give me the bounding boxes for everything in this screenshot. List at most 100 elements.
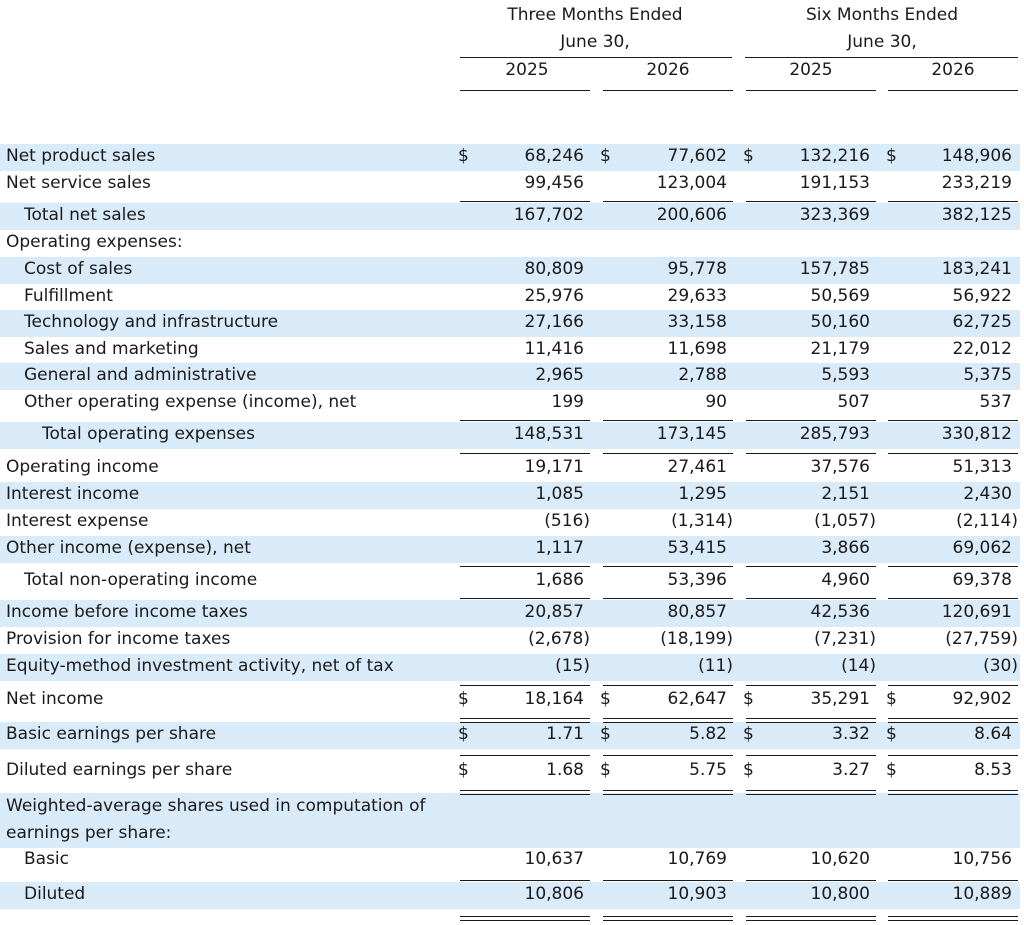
currency-symbol: $ — [458, 724, 469, 744]
header-three-months-line2: June 30, — [560, 32, 630, 52]
line-item-label: Technology and infrastructure — [24, 312, 279, 332]
amount-cell: 11,698 — [667, 339, 727, 359]
amount-cell: 42,536 — [810, 602, 870, 622]
line-item-label: Total non-operating income — [24, 570, 258, 590]
amount-cell: 173,145 — [656, 424, 727, 444]
subtotal-rule — [746, 420, 876, 421]
amount-cell: 3.27 — [832, 760, 870, 780]
header-three-months: Three Months Ended June 30, — [470, 2, 720, 56]
currency-symbol: $ — [600, 760, 611, 780]
amount-cell: 507 — [837, 392, 870, 412]
amount-cell: (30) — [983, 656, 1018, 676]
header-rule-three-months — [460, 57, 732, 58]
total-double-rule — [603, 790, 733, 795]
header-six-months: Six Months Ended June 30, — [757, 2, 1007, 56]
subtotal-rule — [460, 453, 590, 454]
subtotal-rule — [888, 566, 1018, 567]
amount-cell: 382,125 — [941, 205, 1012, 225]
amount-cell: 123,004 — [656, 173, 727, 193]
amount-cell: 323,369 — [799, 205, 870, 225]
amount-cell: 148,531 — [513, 424, 584, 444]
amount-cell: 2,965 — [535, 365, 584, 385]
amount-cell: 1,117 — [535, 538, 584, 558]
amount-cell: (1,314) — [671, 511, 733, 531]
subtotal-rule — [746, 453, 876, 454]
subtotal-rule — [460, 566, 590, 567]
amount-cell: 132,216 — [799, 146, 870, 166]
currency-symbol: $ — [600, 146, 611, 166]
amount-cell: 80,809 — [524, 259, 584, 279]
year-header: 2026 — [646, 60, 690, 80]
header-six-months-line2: June 30, — [847, 32, 917, 52]
amount-cell: 20,857 — [524, 602, 584, 622]
row-highlight — [0, 722, 1020, 749]
line-item-label: Operating income — [6, 457, 159, 477]
line-item-label: General and administrative — [24, 365, 257, 385]
amount-cell: 92,902 — [952, 689, 1012, 709]
row-highlight — [0, 422, 1020, 449]
amount-cell: 167,702 — [513, 205, 584, 225]
currency-symbol: $ — [886, 760, 897, 780]
subtotal-rule — [746, 566, 876, 567]
subtotal-rule — [603, 201, 733, 202]
amount-cell: 90 — [705, 392, 727, 412]
subtotal-rule — [603, 566, 733, 567]
amount-cell: 3.32 — [832, 724, 870, 744]
amount-cell: 8.53 — [974, 760, 1012, 780]
total-double-rule — [746, 718, 876, 723]
amount-cell: (2,114) — [956, 511, 1018, 531]
amount-cell: (14) — [841, 656, 876, 676]
amount-cell: 148,906 — [941, 146, 1012, 166]
amount-cell: 10,637 — [524, 849, 584, 869]
subtotal-rule — [746, 880, 876, 881]
amount-cell: 120,691 — [941, 602, 1012, 622]
line-item-label: Provision for income taxes — [6, 629, 231, 649]
amount-cell: 537 — [979, 392, 1012, 412]
line-item-label: Interest expense — [6, 511, 149, 531]
amount-cell: (27,759) — [945, 629, 1018, 649]
subtotal-rule — [460, 880, 590, 881]
amount-cell: 56,922 — [952, 286, 1012, 306]
total-double-rule — [746, 916, 876, 921]
amount-cell: 5,375 — [963, 365, 1012, 385]
line-item-label: Other income (expense), net — [6, 538, 251, 558]
year-rule — [888, 90, 1018, 91]
amount-cell: (1,057) — [814, 511, 876, 531]
amount-cell: 50,569 — [810, 286, 870, 306]
amount-cell: 10,806 — [524, 884, 584, 904]
currency-symbol: $ — [600, 689, 611, 709]
total-double-rule — [460, 790, 590, 795]
row-highlight — [0, 203, 1020, 230]
eps-rule — [888, 755, 1018, 756]
line-item-label: Net service sales — [6, 173, 151, 193]
amount-cell: 95,778 — [667, 259, 727, 279]
line-item-label: Basic earnings per share — [6, 724, 217, 744]
amount-cell: (11) — [698, 656, 733, 676]
amount-cell: 10,903 — [667, 884, 727, 904]
header-six-months-line1: Six Months Ended — [805, 5, 959, 25]
row-highlight — [0, 536, 1020, 563]
amount-cell: 10,756 — [952, 849, 1012, 869]
subtotal-rule — [888, 420, 1018, 421]
line-item-label: Sales and marketing — [24, 339, 199, 359]
currency-symbol: $ — [886, 146, 897, 166]
amount-cell: 33,158 — [667, 312, 727, 332]
year-rule — [460, 90, 590, 91]
currency-symbol: $ — [743, 689, 754, 709]
eps-rule — [746, 755, 876, 756]
amount-cell: 1.68 — [546, 760, 584, 780]
amount-cell: 62,647 — [667, 689, 727, 709]
line-item-label: Total net sales — [24, 205, 146, 225]
amount-cell: (15) — [555, 656, 590, 676]
amount-cell: 2,430 — [963, 484, 1012, 504]
subtotal-rule — [888, 880, 1018, 881]
currency-symbol: $ — [458, 146, 469, 166]
subtotal-rule — [603, 420, 733, 421]
subtotal-rule — [603, 685, 733, 686]
amount-cell: 3,866 — [821, 538, 870, 558]
amount-cell: 69,378 — [952, 570, 1012, 590]
amount-cell: 5.82 — [689, 724, 727, 744]
row-highlight — [0, 482, 1020, 509]
year-rule — [746, 90, 876, 91]
row-highlight — [0, 363, 1020, 390]
